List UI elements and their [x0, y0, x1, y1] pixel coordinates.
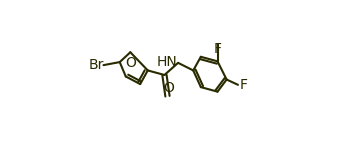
Text: F: F	[214, 42, 221, 56]
Text: O: O	[125, 56, 136, 70]
Text: O: O	[164, 81, 174, 95]
Text: Br: Br	[88, 58, 103, 72]
Text: F: F	[240, 78, 248, 92]
Text: HN: HN	[156, 55, 177, 69]
